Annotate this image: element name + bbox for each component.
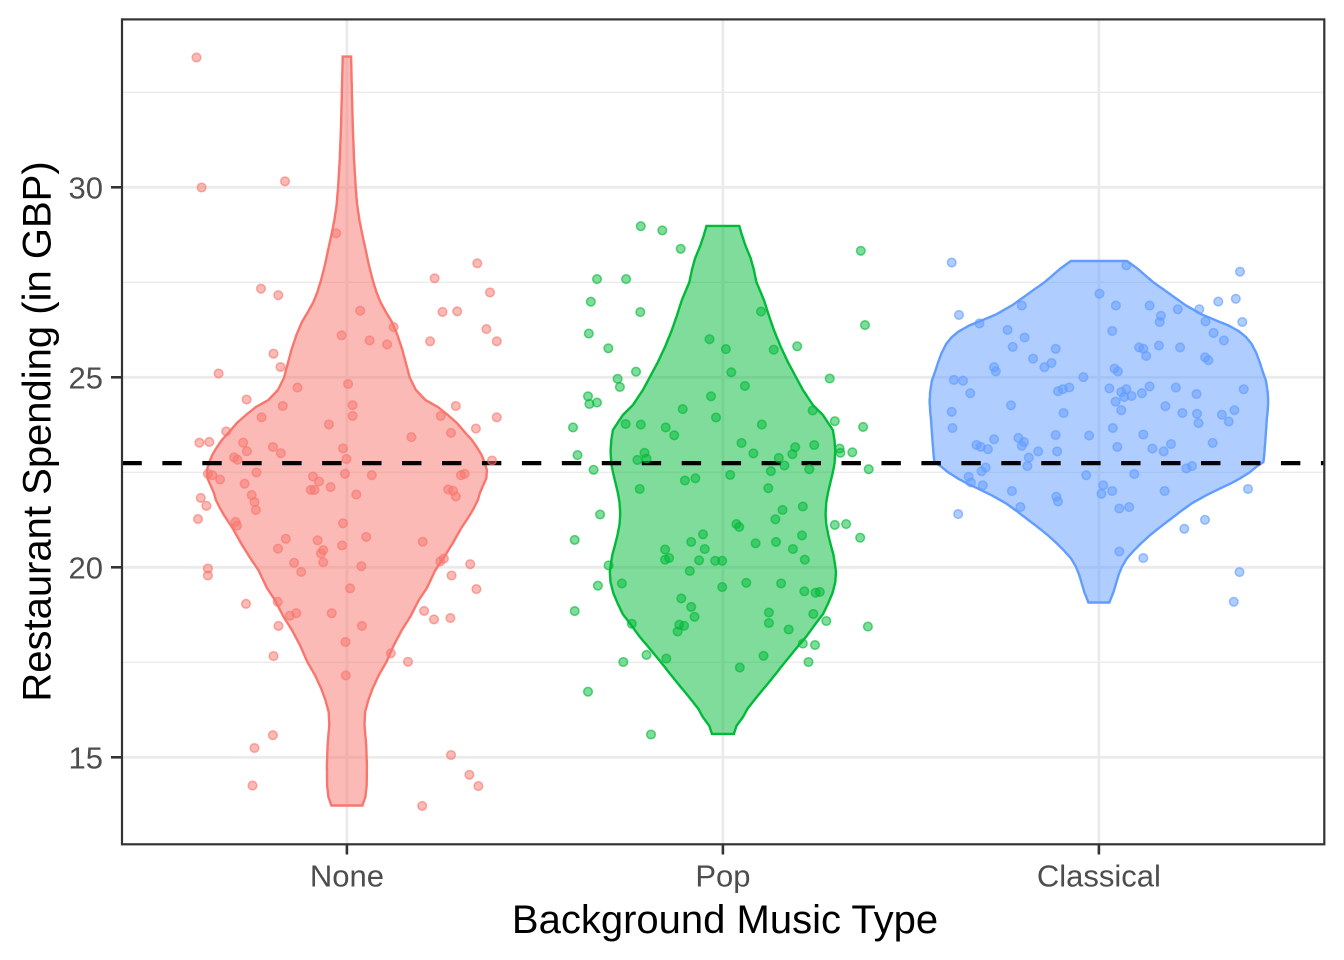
svg-text:None: None <box>310 859 384 894</box>
svg-text:Background Music Type: Background Music Type <box>512 898 938 942</box>
svg-text:30: 30 <box>69 171 103 206</box>
svg-text:15: 15 <box>69 741 103 776</box>
svg-text:Pop: Pop <box>695 859 750 894</box>
svg-text:Restaurant Spending (in GBP): Restaurant Spending (in GBP) <box>16 161 60 701</box>
svg-text:Classical: Classical <box>1037 859 1161 894</box>
svg-text:25: 25 <box>69 361 103 396</box>
svg-text:20: 20 <box>69 551 103 586</box>
